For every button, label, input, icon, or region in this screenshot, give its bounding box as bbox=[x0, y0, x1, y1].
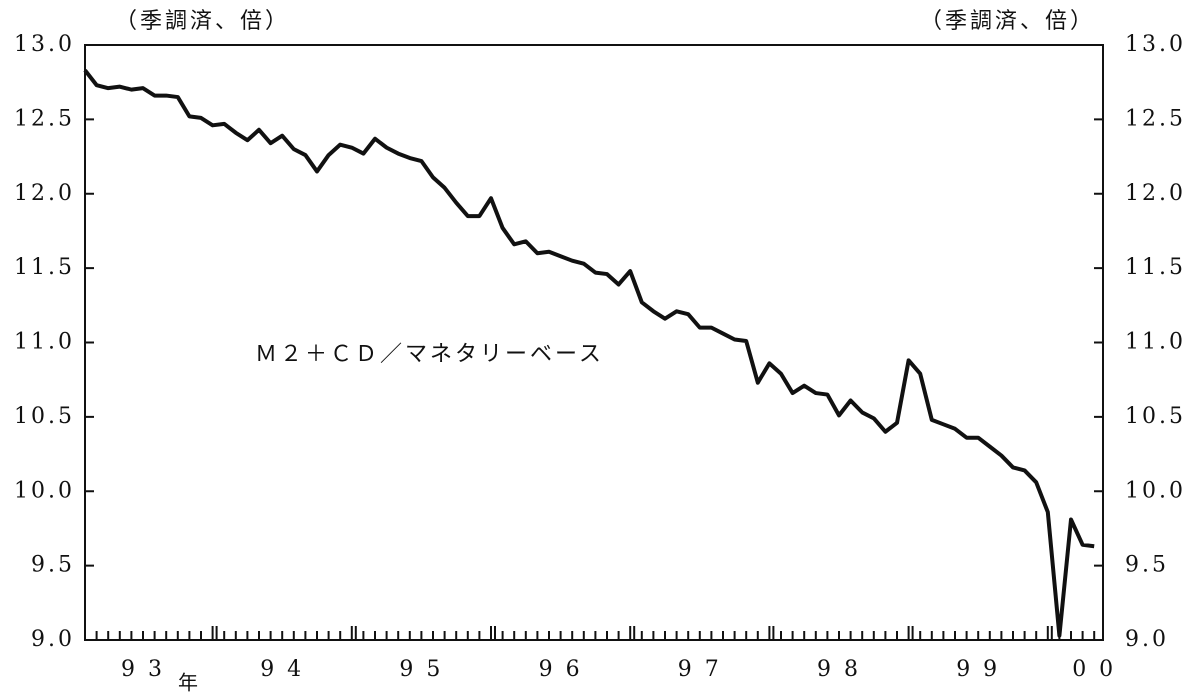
x-tick-label: 9 8 bbox=[817, 657, 861, 682]
y2-tick-label: 10.0 bbox=[1125, 478, 1186, 503]
y-tick-label: 11.5 bbox=[14, 255, 75, 280]
x-tick-label: 9 9 bbox=[956, 657, 1000, 682]
x-tick-label: 9 5 bbox=[399, 657, 443, 682]
x-tick-label: 9 7 bbox=[678, 657, 722, 682]
x-unit: 年 bbox=[178, 671, 201, 695]
y-tick-label: 9.5 bbox=[31, 553, 75, 578]
y-tick-label: 12.5 bbox=[14, 106, 75, 131]
line-series bbox=[83, 69, 1095, 638]
annotation: Ｍ２＋ＣＤ／マネタリーベース bbox=[255, 342, 604, 367]
y-unit-right: （季調済、倍） bbox=[920, 9, 1095, 34]
y2-tick-label: 9.0 bbox=[1125, 627, 1169, 652]
y-tick-label: 11.0 bbox=[14, 330, 75, 355]
x-tick-label: 9 4 bbox=[260, 657, 304, 682]
y2-tick-label: 12.5 bbox=[1125, 106, 1186, 131]
y2-tick-label: 11.5 bbox=[1125, 255, 1186, 280]
y2-tick-label: 9.5 bbox=[1125, 553, 1169, 578]
y-tick-label: 10.5 bbox=[14, 404, 75, 429]
y-tick-label: 12.0 bbox=[14, 181, 75, 206]
x-tick-label: 9 6 bbox=[539, 657, 583, 682]
y2-tick-label: 11.0 bbox=[1125, 330, 1186, 355]
y-unit-left: （季調済、倍） bbox=[115, 9, 290, 34]
x-tick-label: 9 3 bbox=[121, 657, 165, 682]
y2-tick-label: 13.0 bbox=[1125, 32, 1186, 57]
y2-tick-label: 10.5 bbox=[1125, 404, 1186, 429]
y-tick-label: 13.0 bbox=[14, 32, 75, 57]
y2-tick-label: 12.0 bbox=[1125, 181, 1186, 206]
y-tick-label: 9.0 bbox=[31, 627, 75, 652]
y-tick-label: 10.0 bbox=[14, 478, 75, 503]
x-tick-label: 0 0 bbox=[1072, 657, 1116, 682]
